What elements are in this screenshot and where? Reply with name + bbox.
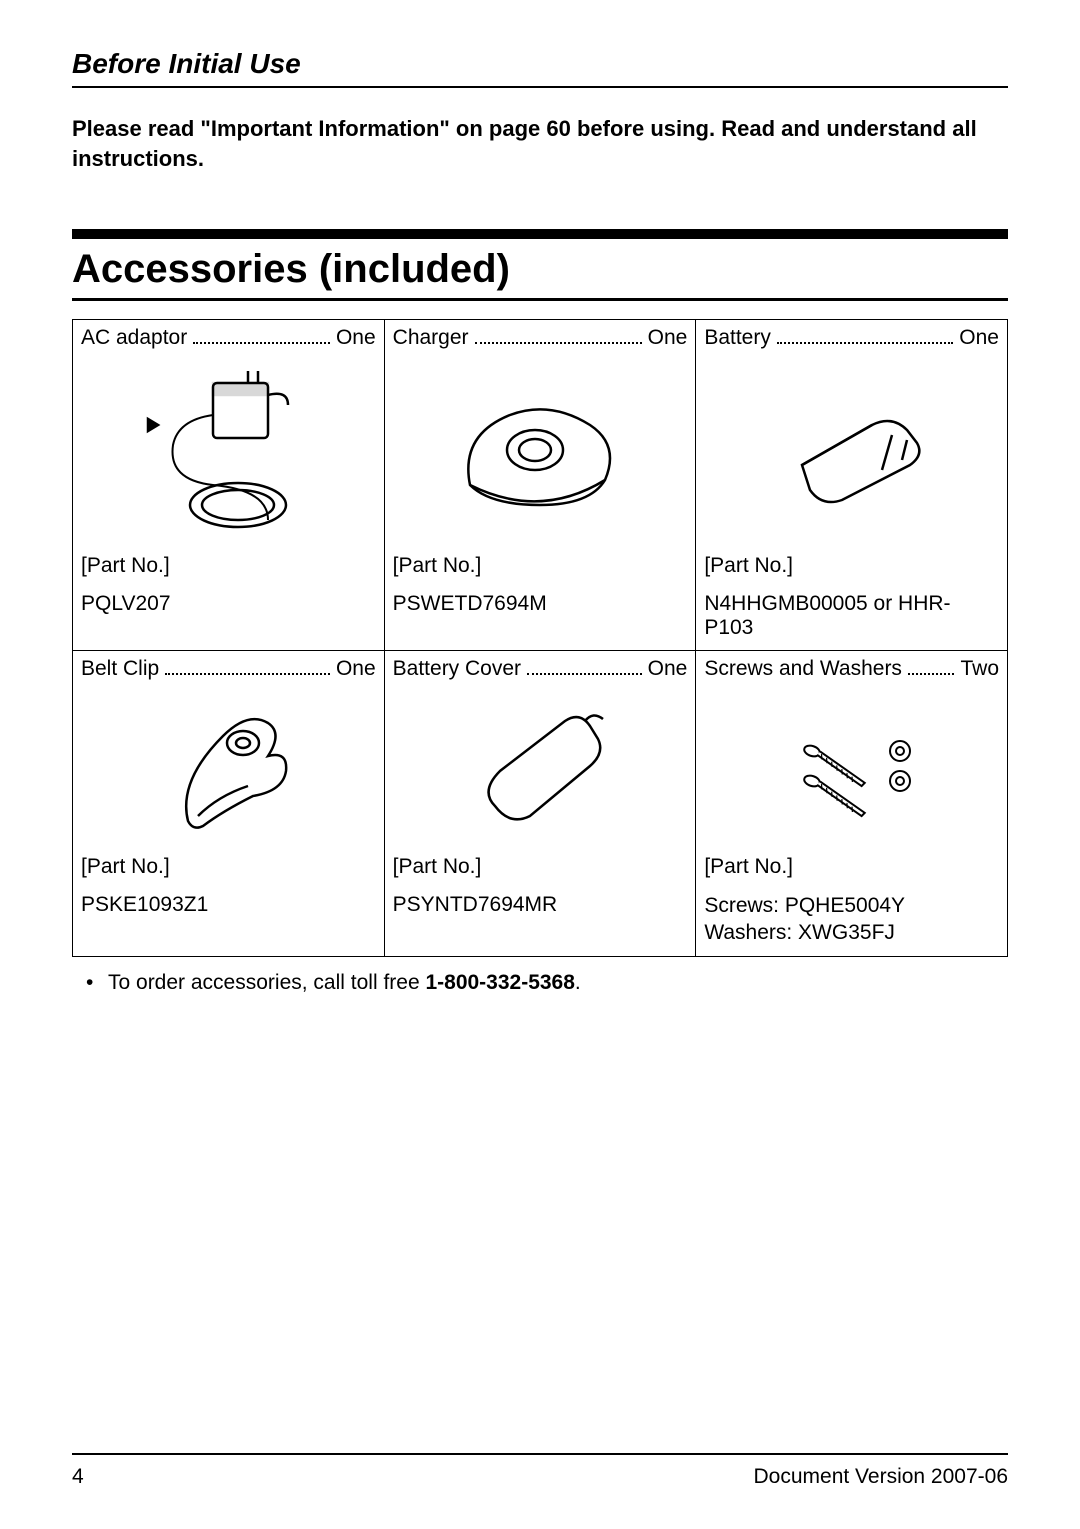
leader-dots: [527, 673, 642, 675]
leader-dots: [475, 342, 642, 344]
part-label: [Part No.]: [81, 554, 376, 578]
item-header: Battery Cover One: [393, 657, 688, 681]
part-label: [Part No.]: [393, 554, 688, 578]
item-header: Charger One: [393, 326, 688, 350]
item-name: AC adaptor: [81, 326, 187, 350]
item-name: Charger: [393, 326, 469, 350]
leader-dots: [193, 342, 330, 344]
cell-battery: Battery One [Part No.] N4HHGMB00005 or H…: [696, 320, 1008, 651]
footer-rule: [72, 1453, 1008, 1455]
page-footer: 4 Document Version 2007-06: [72, 1465, 1008, 1489]
part-label: [Part No.]: [704, 554, 999, 578]
item-qty: One: [959, 326, 999, 350]
part-number: PQLV207: [81, 592, 376, 616]
item-qty: Two: [960, 657, 999, 681]
item-name: Battery: [704, 326, 771, 350]
intro-text: Please read "Important Information" on p…: [72, 114, 1008, 173]
part-number: PSYNTD7694MR: [393, 893, 688, 917]
order-note: To order accessories, call toll free 1-8…: [72, 971, 1008, 995]
item-header: Battery One: [704, 326, 999, 350]
page-number: 4: [72, 1465, 84, 1489]
order-note-prefix: To order accessories, call toll free: [108, 971, 425, 994]
item-qty: One: [336, 657, 376, 681]
leader-dots: [908, 673, 955, 675]
charger-icon: [393, 350, 688, 550]
battery-cover-icon: [393, 681, 688, 851]
item-qty: One: [648, 657, 688, 681]
header-rule: [72, 86, 1008, 88]
doc-version: Document Version 2007-06: [754, 1465, 1009, 1489]
part-number: PSWETD7694M: [393, 592, 688, 616]
item-header: Belt Clip One: [81, 657, 376, 681]
item-name: Screws and Washers: [704, 657, 902, 681]
item-name: Battery Cover: [393, 657, 521, 681]
heading-underline: [72, 298, 1008, 301]
cell-ac-adaptor: AC adaptor One: [73, 320, 385, 651]
belt-clip-icon: [81, 681, 376, 851]
accessories-heading: Accessories (included): [72, 247, 1008, 292]
manual-page: Before Initial Use Please read "Importan…: [0, 0, 1080, 1529]
accessories-table: AC adaptor One: [72, 319, 1008, 957]
item-qty: One: [648, 326, 688, 350]
thick-rule: [72, 229, 1008, 239]
item-header: AC adaptor One: [81, 326, 376, 350]
leader-dots: [777, 342, 953, 344]
cell-battery-cover: Battery Cover One [Part No.] PSYNTD7694M…: [384, 651, 696, 957]
order-phone: 1-800-332-5368: [425, 971, 574, 994]
part-label: [Part No.]: [81, 855, 376, 879]
part-number-multi: Screws: PQHE5004YWashers: XWG35FJ: [704, 893, 999, 946]
cell-charger: Charger One [Part No.] PSWETD7694M: [384, 320, 696, 651]
item-name: Belt Clip: [81, 657, 159, 681]
ac-adaptor-icon: [81, 350, 376, 550]
part-label: [Part No.]: [393, 855, 688, 879]
cell-screws-washers: Screws and Washers Two: [696, 651, 1008, 957]
part-number: PSKE1093Z1: [81, 893, 376, 917]
cell-belt-clip: Belt Clip One [Part No.] PSKE1093Z1: [73, 651, 385, 957]
part-number: N4HHGMB00005 or HHR-P103: [704, 592, 999, 640]
item-qty: One: [336, 326, 376, 350]
item-header: Screws and Washers Two: [704, 657, 999, 681]
battery-icon: [704, 350, 999, 550]
part-label: [Part No.]: [704, 855, 999, 879]
screws-washers-icon: [704, 681, 999, 851]
section-header: Before Initial Use: [72, 48, 1008, 80]
order-note-suffix: .: [575, 971, 581, 994]
leader-dots: [165, 673, 330, 675]
